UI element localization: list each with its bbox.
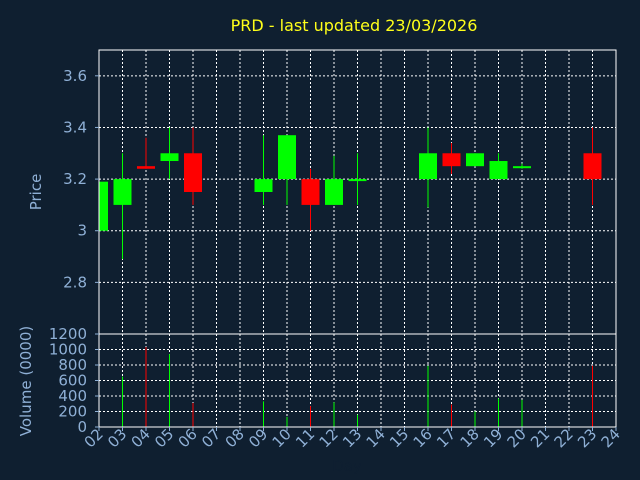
price-candles [98, 127, 602, 260]
candle-body [99, 181, 108, 231]
x-axis-label: Day [332, 457, 362, 475]
candle-body [466, 153, 484, 167]
candle-body [419, 153, 437, 180]
volume-y-tick-label: 1200 [49, 325, 87, 343]
candle-body [301, 179, 320, 205]
volume-y-tick-label: 200 [58, 403, 87, 421]
x-tick-label: 09 [245, 425, 271, 451]
x-tick-label: 05 [151, 425, 177, 451]
volume-y-tick-label: 1000 [49, 341, 87, 359]
x-tick-label: 14 [363, 425, 389, 451]
x-tick-label: 15 [386, 425, 412, 451]
x-tick-label: 06 [175, 425, 201, 451]
candle-body [184, 153, 202, 192]
x-tick-label: 19 [480, 425, 506, 451]
volume-axis-label: Volume (0000) [17, 326, 35, 436]
x-tick-label: 08 [222, 425, 248, 451]
x-tick-label: 17 [433, 425, 459, 451]
price-y-tick-label: 3 [77, 222, 87, 240]
x-tick-label: 12 [316, 425, 342, 451]
x-tick-label: 23 [574, 425, 600, 451]
x-tick-label: 13 [339, 425, 365, 451]
volume-y-tick-label: 0 [77, 418, 87, 436]
x-tick-label: 18 [457, 425, 483, 451]
candle-body [137, 166, 155, 169]
volume-grid [98, 333, 617, 428]
x-tick-label: 07 [198, 425, 224, 451]
price-axis-label: Price [27, 174, 45, 211]
candle-body [325, 179, 343, 205]
candle-body [113, 179, 132, 205]
volume-y-tick-label: 800 [58, 356, 87, 374]
x-tick-label: 10 [269, 425, 295, 451]
volume-y-tick-label: 600 [58, 372, 87, 390]
candle-body [489, 161, 508, 180]
volume-y-tick-label: 400 [58, 387, 87, 405]
x-tick-label: 21 [527, 425, 553, 451]
x-tick-label: 11 [292, 425, 318, 451]
x-axis: 0203040506070809101112131415161718192021… [81, 425, 624, 451]
candle-body [442, 153, 461, 167]
chart-title: PRD - last updated 23/03/2026 [231, 16, 478, 35]
candle-body [278, 135, 296, 180]
price-y-tick-label: 3.4 [63, 118, 87, 136]
candle-body [513, 166, 531, 169]
price-y-tick-label: 2.8 [63, 273, 87, 291]
volume-bars [122, 347, 593, 427]
x-tick-label: 16 [410, 425, 436, 451]
candle-body [583, 153, 602, 180]
x-tick-label: 03 [104, 425, 130, 451]
candle-body [254, 179, 273, 192]
x-tick-label: 24 [598, 425, 624, 451]
candle-body [348, 179, 367, 182]
x-tick-label: 22 [551, 425, 577, 451]
x-tick-label: 20 [504, 425, 530, 451]
x-tick-label: 04 [128, 425, 154, 451]
candle-body [160, 153, 179, 162]
price-y-tick-label: 3.2 [63, 170, 87, 188]
price-y-axis: 2.8 3 3.2 3.4 3.6 [63, 67, 99, 291]
price-y-tick-label: 3.6 [63, 67, 87, 85]
